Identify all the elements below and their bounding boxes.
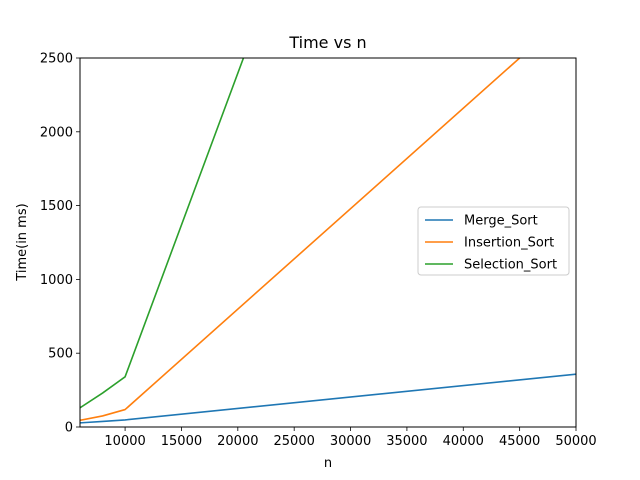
plot-frame (79, 57, 577, 428)
x-tick-label: 20000 (217, 434, 258, 449)
x-tick-label: 40000 (443, 434, 484, 449)
series-layer (80, 58, 576, 424)
legend-label-2: Selection_Sort (464, 258, 557, 273)
series-line-2 (80, 58, 245, 409)
y-axis-label: Time(in ms) (15, 203, 30, 281)
x-tick-label: 25000 (274, 434, 315, 449)
y-axis-ticks: 0 500 1000 1500 2000 2500 (40, 52, 80, 436)
y-tick-label: 1000 (40, 273, 73, 288)
chart-title: Time vs n (288, 33, 366, 52)
y-tick-label: 500 (48, 347, 73, 362)
y-tick-label: 2000 (40, 125, 73, 140)
legend-label-1: Insertion_Sort (464, 236, 554, 251)
x-tick-label: 15000 (161, 434, 202, 449)
x-axis-label: n (324, 456, 332, 471)
x-tick-label: 50000 (555, 434, 596, 449)
legend: Merge_Sort Insertion_Sort Selection_Sort (417, 206, 570, 276)
series-line-0 (80, 373, 576, 424)
legend-frame (417, 206, 570, 276)
series-line-1 (80, 58, 521, 422)
y-tick-label: 1500 (40, 199, 73, 214)
x-axis-ticks: 10000 15000 20000 25000 30000 35000 40000 45000… (104, 427, 597, 449)
x-tick-label: 35000 (386, 434, 427, 449)
x-tick-label: 45000 (499, 434, 540, 449)
legend-label-0: Merge_Sort (464, 214, 538, 229)
y-tick-label: 0 (65, 421, 73, 436)
x-tick-label: 10000 (104, 434, 145, 449)
y-tick-label: 2500 (40, 52, 73, 67)
x-tick-label: 30000 (330, 434, 371, 449)
